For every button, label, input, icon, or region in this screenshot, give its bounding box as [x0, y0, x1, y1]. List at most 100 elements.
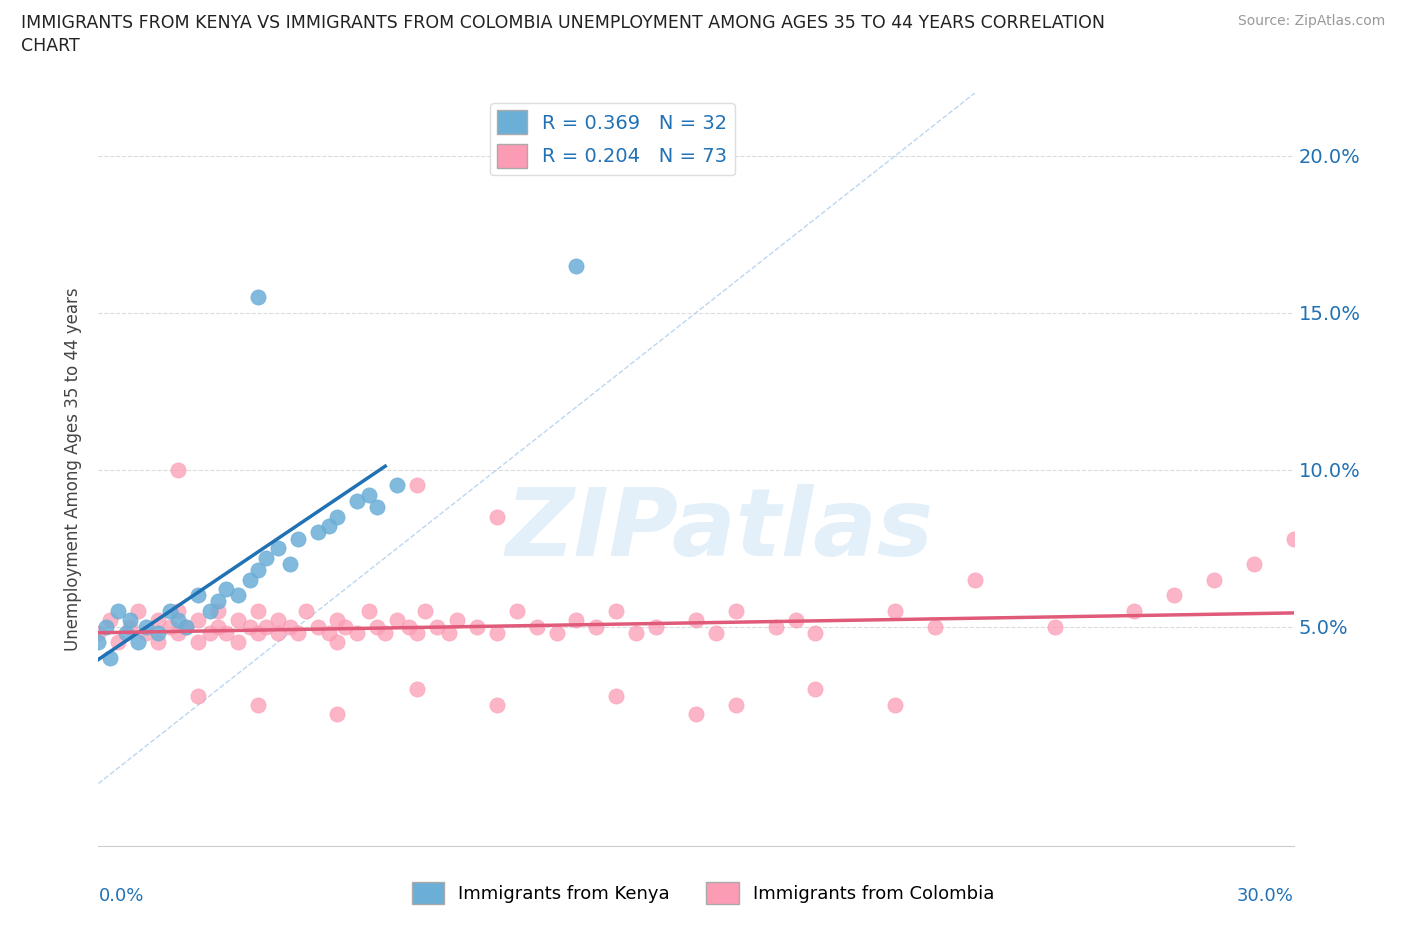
Point	[366, 500, 388, 515]
Point	[87, 635, 110, 650]
Point	[127, 604, 149, 618]
Point	[115, 625, 138, 640]
Text: ZIPatlas: ZIPatlas	[506, 484, 934, 576]
Point	[724, 604, 747, 618]
Point	[645, 619, 668, 634]
Point	[254, 551, 277, 565]
Text: Source: ZipAtlas.com: Source: ZipAtlas.com	[1237, 14, 1385, 28]
Point	[406, 478, 429, 493]
Point	[215, 581, 238, 596]
Point	[346, 625, 368, 640]
Point	[374, 625, 396, 640]
Point	[546, 625, 568, 640]
Point	[426, 619, 449, 634]
Point	[120, 613, 142, 628]
Point	[884, 698, 907, 712]
Point	[278, 619, 301, 634]
Point	[246, 604, 269, 618]
Point	[605, 604, 627, 618]
Point	[359, 487, 381, 502]
Point	[335, 619, 357, 634]
Point	[267, 613, 290, 628]
Point	[804, 682, 827, 697]
Point	[148, 635, 170, 650]
Point	[406, 682, 429, 697]
Point	[406, 625, 429, 640]
Point	[565, 613, 588, 628]
Point	[98, 651, 122, 666]
Point	[785, 613, 807, 628]
Point	[107, 635, 129, 650]
Point	[207, 604, 229, 618]
Point	[884, 604, 907, 618]
Point	[87, 625, 110, 640]
Point	[246, 625, 269, 640]
Point	[287, 531, 309, 546]
Point	[704, 625, 727, 640]
Point	[565, 259, 588, 273]
Point	[187, 613, 209, 628]
Point	[398, 619, 420, 634]
Point	[346, 494, 368, 509]
Point	[239, 619, 262, 634]
Point	[294, 604, 316, 618]
Point	[167, 613, 190, 628]
Point	[148, 613, 170, 628]
Point	[1282, 531, 1305, 546]
Point	[437, 625, 460, 640]
Legend: R = 0.369   N = 32, R = 0.204   N = 73: R = 0.369 N = 32, R = 0.204 N = 73	[489, 102, 735, 176]
Point	[246, 698, 269, 712]
Point	[413, 604, 436, 618]
Y-axis label: Unemployment Among Ages 35 to 44 years: Unemployment Among Ages 35 to 44 years	[65, 288, 83, 651]
Text: 0.0%: 0.0%	[98, 887, 143, 905]
Text: 30.0%: 30.0%	[1237, 887, 1294, 905]
Point	[326, 635, 349, 650]
Point	[446, 613, 468, 628]
Point	[148, 625, 170, 640]
Point	[198, 604, 221, 618]
Point	[506, 604, 529, 618]
Point	[485, 510, 508, 525]
Point	[127, 635, 149, 650]
Point	[226, 613, 249, 628]
Point	[135, 619, 157, 634]
Point	[385, 478, 409, 493]
Point	[485, 698, 508, 712]
Point	[724, 698, 747, 712]
Point	[307, 525, 329, 539]
Point	[326, 510, 349, 525]
Point	[226, 588, 249, 603]
Legend: Immigrants from Kenya, Immigrants from Colombia: Immigrants from Kenya, Immigrants from C…	[405, 875, 1001, 911]
Point	[215, 625, 238, 640]
Point	[159, 604, 181, 618]
Point	[1202, 572, 1225, 587]
Point	[167, 462, 190, 477]
Point	[174, 619, 197, 634]
Text: IMMIGRANTS FROM KENYA VS IMMIGRANTS FROM COLOMBIA UNEMPLOYMENT AMONG AGES 35 TO : IMMIGRANTS FROM KENYA VS IMMIGRANTS FROM…	[21, 14, 1105, 32]
Point	[605, 688, 627, 703]
Point	[267, 540, 290, 555]
Point	[96, 619, 118, 634]
Point	[1123, 604, 1146, 618]
Point	[307, 619, 329, 634]
Point	[207, 594, 229, 609]
Point	[135, 625, 157, 640]
Point	[318, 519, 340, 534]
Point	[804, 625, 827, 640]
Point	[226, 635, 249, 650]
Point	[167, 604, 190, 618]
Point	[385, 613, 409, 628]
Point	[246, 289, 269, 304]
Point	[167, 625, 190, 640]
Point	[685, 707, 707, 722]
Point	[1043, 619, 1066, 634]
Point	[287, 625, 309, 640]
Point	[187, 635, 209, 650]
Point	[924, 619, 946, 634]
Point	[326, 613, 349, 628]
Point	[267, 625, 290, 640]
Point	[585, 619, 607, 634]
Point	[366, 619, 388, 634]
Point	[187, 588, 209, 603]
Point	[485, 625, 508, 640]
